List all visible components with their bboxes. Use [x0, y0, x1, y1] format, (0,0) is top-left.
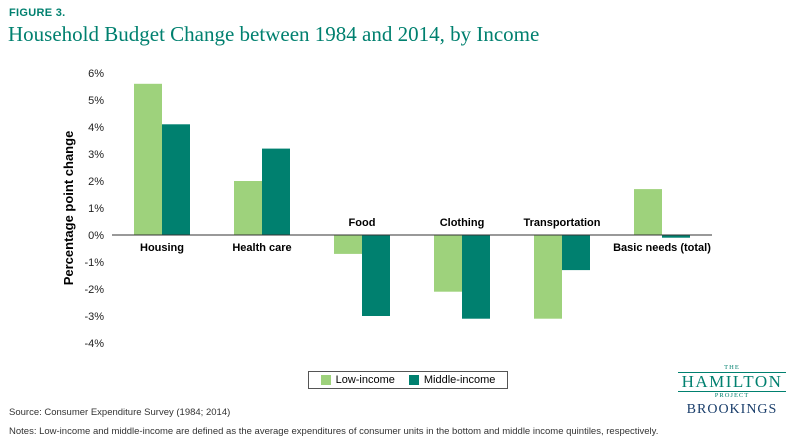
x-category-label: Health care: [232, 242, 291, 254]
bar-middle-income: [562, 235, 590, 271]
legend-swatch-low-income: [320, 375, 331, 385]
y-tick-label: 6%: [88, 68, 104, 80]
logo-project: PROJECT: [714, 392, 750, 399]
legend-item-middle-income: Middle-income: [408, 374, 496, 386]
bar-low-income: [634, 189, 662, 235]
y-axis-label: Percentage point change: [61, 131, 76, 286]
logo-brookings: BROOKINGS: [686, 402, 778, 417]
bar-middle-income: [462, 235, 490, 319]
legend-label-middle-income: Middle-income: [423, 374, 496, 386]
bar-low-income: [434, 235, 462, 292]
hamilton-brookings-logo: THE HAMILTON PROJECT BROOKINGS: [676, 364, 788, 424]
y-tick-label: -3%: [84, 311, 104, 323]
bar-low-income: [234, 181, 262, 235]
bar-low-income: [134, 83, 162, 235]
chart-legend: Low-income Middle-income: [308, 371, 508, 389]
legend-swatch-middle-income: [408, 375, 419, 385]
figure-label: FIGURE 3.: [9, 7, 66, 19]
y-tick-label: -4%: [84, 338, 104, 350]
logo-the: THE: [724, 364, 740, 371]
x-category-label: Transportation: [523, 217, 600, 229]
chart-title: Household Budget Change between 1984 and…: [8, 22, 540, 46]
y-tick-label: 5%: [88, 95, 104, 107]
bar-low-income: [334, 235, 362, 254]
notes-text: Notes: Low-income and middle-income are …: [9, 426, 659, 437]
source-note: Source: Consumer Expenditure Survey (198…: [9, 407, 231, 418]
x-category-label: Housing: [140, 242, 184, 254]
bar-low-income: [534, 235, 562, 319]
x-category-label: Food: [349, 217, 376, 229]
y-tick-label: -1%: [84, 257, 104, 269]
y-tick-label: 2%: [88, 176, 104, 188]
y-tick-label: 1%: [88, 203, 104, 215]
legend-label-low-income: Low-income: [335, 374, 395, 386]
y-tick-label: 3%: [88, 149, 104, 161]
bar-middle-income: [662, 235, 690, 238]
legend-item-low-income: Low-income: [320, 374, 395, 386]
bar-middle-income: [262, 148, 290, 235]
bar-middle-income: [162, 124, 190, 235]
logo-hamilton: HAMILTON: [678, 372, 786, 392]
y-tick-label: 4%: [88, 122, 104, 134]
x-category-label: Basic needs (total): [613, 242, 711, 254]
y-tick-label: -2%: [84, 284, 104, 296]
bar-middle-income: [362, 235, 390, 316]
x-category-label: Clothing: [440, 217, 485, 229]
y-tick-label: 0%: [88, 230, 104, 242]
